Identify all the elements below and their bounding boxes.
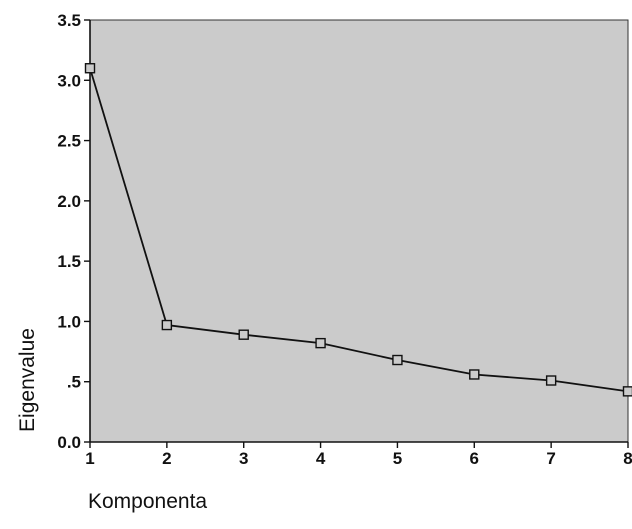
- data-point-marker: [84, 63, 96, 74]
- x-tick-label: 4: [316, 449, 326, 468]
- x-tick-label: 2: [162, 449, 171, 468]
- x-tick-label: 1: [85, 449, 94, 468]
- y-tick-label: 3.5: [57, 11, 81, 30]
- x-tick-label: 5: [393, 449, 402, 468]
- x-axis-title: Komponenta: [88, 490, 207, 513]
- y-tick-label: 1.5: [57, 252, 81, 271]
- data-point-marker: [392, 354, 403, 366]
- series-line: [89, 67, 629, 393]
- series-group: [84, 63, 632, 397]
- x-tick-label: 8: [623, 449, 632, 468]
- x-axis-ticks: 1 2 3 4 5 6 7 8: [85, 442, 632, 468]
- data-point-marker: [161, 319, 173, 331]
- y-tick-label: 1.0: [57, 312, 81, 331]
- data-point-marker: [315, 337, 326, 349]
- data-point-marker: [469, 369, 480, 380]
- x-tick-label: 7: [546, 449, 555, 468]
- y-tick-label: 2.5: [57, 132, 81, 151]
- x-tick-label: 3: [239, 449, 248, 468]
- plot-area: [89, 19, 629, 443]
- data-point-marker: [238, 329, 249, 340]
- y-axis-ticks: 0.0 .5 1.0 1.5 2.0 2.5 3.0 3.5: [57, 11, 90, 452]
- data-point-marker: [622, 386, 632, 397]
- y-tick-label: 0.0: [57, 433, 81, 452]
- x-tick-label: 6: [470, 449, 479, 468]
- data-point-marker: [545, 375, 557, 386]
- y-tick-label: 3.0: [57, 71, 81, 90]
- y-tick-label: 2.0: [57, 192, 81, 211]
- y-tick-label: .5: [67, 373, 81, 392]
- y-axis-title: Eigenvalue: [16, 328, 39, 432]
